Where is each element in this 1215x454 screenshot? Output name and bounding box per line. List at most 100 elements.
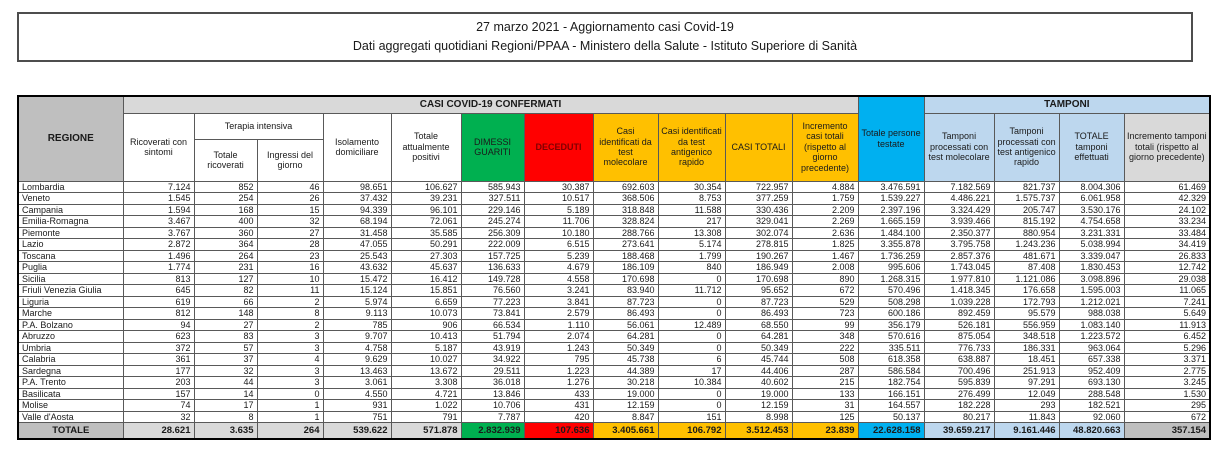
value-cell: 32 [256, 215, 324, 228]
value-cell: 6 [657, 353, 726, 366]
table-row: Molise 74 17 1 931 1.022 10.706 431 12.159 0 12.15… [17, 399, 1211, 412]
total-cell-deceduti: 107.636 [523, 422, 594, 439]
value-cell: 188.468 [592, 249, 659, 262]
value-cell: 1.665.159 [857, 215, 925, 228]
value-cell: 619 [122, 295, 195, 308]
value-cell: 0 [657, 399, 726, 412]
value-cell: 288.766 [592, 226, 659, 239]
value-cell: 86.493 [592, 307, 659, 320]
value-cell: 400 [193, 215, 258, 228]
value-cell: 288.548 [1058, 387, 1125, 400]
value-cell: 1.223 [523, 364, 594, 377]
value-cell: 892.459 [923, 307, 995, 320]
header-casi-test-antigenico: Casi identificati da test antigenico rap… [657, 112, 726, 182]
value-cell: 906 [390, 318, 462, 331]
value-cell: 31 [791, 399, 859, 412]
region-name: Emilia-Romagna [17, 215, 124, 228]
value-cell: 693.130 [1058, 376, 1125, 389]
value-cell: 295 [1123, 399, 1211, 412]
value-cell: 1.212.021 [1058, 295, 1125, 308]
value-cell: 231 [193, 261, 258, 274]
value-cell: 4 [256, 353, 324, 366]
value-cell: 5.187 [390, 341, 462, 354]
value-cell: 82 [193, 284, 258, 297]
value-cell: 39.231 [390, 192, 462, 205]
header-ricoverati-con-sintomi: Ricoverati con sintomi [122, 112, 195, 182]
value-cell: 148 [193, 307, 258, 320]
value-cell: 2.209 [791, 203, 859, 216]
value-cell: 5.296 [1123, 341, 1211, 354]
value-cell: 26 [256, 192, 324, 205]
value-cell: 813 [122, 272, 195, 285]
value-cell: 83 [193, 330, 258, 343]
region-name: Valle d'Aosta [17, 410, 124, 423]
value-cell: 229.146 [460, 203, 525, 216]
table-row: Toscana 1.496 264 23 25.543 27.303 157.725 5.23… [17, 249, 1211, 262]
value-cell: 64.281 [592, 330, 659, 343]
value-cell: 1.022 [390, 399, 462, 412]
value-cell: 6.659 [390, 295, 462, 308]
value-cell: 1.243.236 [993, 238, 1060, 251]
value-cell: 182.521 [1058, 399, 1125, 412]
value-cell: 95.652 [724, 284, 793, 297]
value-cell: 50.291 [390, 238, 462, 251]
value-cell: 30.354 [657, 180, 726, 193]
table-row: Umbria 372 57 3 4.758 5.187 43.919 1.243 50.349 0… [17, 341, 1211, 354]
value-cell: 106.627 [390, 180, 462, 193]
value-cell: 3.324.429 [923, 203, 995, 216]
table-row: Valle d'Aosta 32 8 1 751 791 7.787 420 8.847 151 8… [17, 410, 1211, 423]
value-cell: 348 [791, 330, 859, 343]
value-cell: 1.594 [122, 203, 195, 216]
value-cell: 3 [256, 341, 324, 354]
value-cell: 329.041 [724, 215, 793, 228]
value-cell: 2.872 [122, 238, 195, 251]
value-cell: 9.629 [322, 353, 392, 366]
total-cell: 571.878 [390, 422, 462, 439]
value-cell: 133 [791, 387, 859, 400]
value-cell: 3.767 [122, 226, 195, 239]
value-cell: 420 [523, 410, 594, 423]
value-cell: 72.061 [390, 215, 462, 228]
value-cell: 215 [791, 376, 859, 389]
total-row: TOTALE 28.621 3.635 264 539.622 571.878 … [17, 422, 1211, 439]
value-cell: 222.009 [460, 238, 525, 251]
value-cell: 8.004.306 [1058, 180, 1125, 193]
value-cell: 203 [122, 376, 195, 389]
value-cell: 3.241 [523, 284, 594, 297]
value-cell: 657.338 [1058, 353, 1125, 366]
value-cell: 16.412 [390, 272, 462, 285]
header-isolamento-domiciliare: Isolamento domiciliare [322, 112, 392, 182]
value-cell: 96.101 [390, 203, 462, 216]
value-cell: 15.472 [322, 272, 392, 285]
header-totale-tamponi: TOTALE tamponi effettuati [1058, 112, 1125, 182]
value-cell: 172.793 [993, 295, 1060, 308]
value-cell: 170.698 [724, 272, 793, 285]
total-cell: 3.405.661 [592, 422, 659, 439]
value-cell: 821.737 [993, 180, 1060, 193]
table-body: Lombardia 7.124 852 46 98.651 106.627 585.943 3… [17, 180, 1211, 423]
value-cell: 50.137 [857, 410, 925, 423]
value-cell: 73.841 [460, 307, 525, 320]
value-cell: 6.452 [1123, 330, 1211, 343]
value-cell: 13.463 [322, 364, 392, 377]
table-row: Liguria 619 66 2 5.974 6.659 77.223 3.841 87.723… [17, 295, 1211, 308]
value-cell: 99 [791, 318, 859, 331]
value-cell: 1.223.572 [1058, 330, 1125, 343]
value-cell: 791 [390, 410, 462, 423]
value-cell: 18.451 [993, 353, 1060, 366]
value-cell: 377.259 [724, 192, 793, 205]
value-cell: 36.018 [460, 376, 525, 389]
value-cell: 12.159 [724, 399, 793, 412]
value-cell: 7.182.569 [923, 180, 995, 193]
header-casi-test-molecolare: Casi identificati da test molecolare [592, 112, 659, 182]
value-cell: 1.595.003 [1058, 284, 1125, 297]
value-cell: 529 [791, 295, 859, 308]
region-name: P.A. Bolzano [17, 318, 124, 331]
value-cell: 7.124 [122, 180, 195, 193]
value-cell: 812 [122, 307, 195, 320]
value-cell: 28 [256, 238, 324, 251]
value-cell: 4.884 [791, 180, 859, 193]
value-cell: 276.499 [923, 387, 995, 400]
value-cell: 328.824 [592, 215, 659, 228]
header-regione: REGIONE [17, 95, 124, 182]
